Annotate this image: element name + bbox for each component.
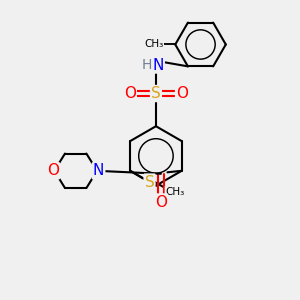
Text: N: N xyxy=(93,163,104,178)
Text: CH₃: CH₃ xyxy=(165,187,184,196)
Text: O: O xyxy=(176,86,188,101)
Text: S: S xyxy=(145,175,154,190)
Text: O: O xyxy=(155,194,167,209)
Text: S: S xyxy=(151,86,161,101)
Text: CH₃: CH₃ xyxy=(144,40,164,50)
Text: N: N xyxy=(153,58,164,73)
Text: O: O xyxy=(47,163,59,178)
Text: O: O xyxy=(124,86,136,101)
Text: H: H xyxy=(141,58,152,72)
